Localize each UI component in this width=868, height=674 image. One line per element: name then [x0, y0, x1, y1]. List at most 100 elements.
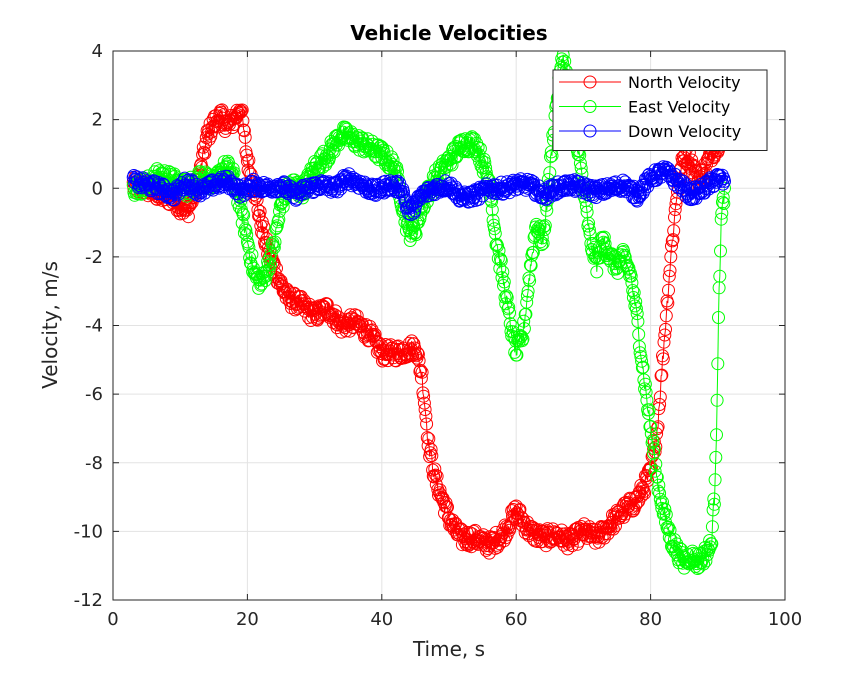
- data-point: [308, 307, 322, 321]
- data-point: [281, 284, 295, 298]
- data-point: [518, 176, 532, 189]
- data-point: [323, 309, 337, 323]
- data-point: [270, 261, 283, 275]
- data-point: [253, 205, 267, 218]
- data-point: [436, 491, 450, 505]
- data-point: [405, 334, 419, 348]
- data-point: [512, 503, 526, 517]
- data-point: [493, 262, 507, 275]
- data-point: [647, 446, 661, 460]
- data-point: [650, 470, 664, 484]
- data-point: [716, 195, 729, 209]
- data-point: [503, 306, 516, 320]
- data-point: [414, 371, 428, 385]
- data-point: [711, 357, 725, 371]
- data-point: [523, 274, 537, 288]
- data-point: [707, 497, 721, 511]
- data-point: [236, 207, 250, 221]
- data-point: [651, 420, 665, 434]
- data-point: [715, 206, 729, 220]
- data-point: [368, 327, 382, 341]
- data-point: [625, 276, 639, 290]
- data-point: [545, 149, 559, 163]
- data-point: [661, 296, 675, 310]
- data-point: [556, 51, 570, 62]
- data-point: [646, 434, 660, 447]
- data-point: [388, 183, 401, 197]
- data-point: [500, 291, 514, 305]
- data-point: [710, 428, 723, 442]
- data-point: [640, 393, 654, 407]
- data-point: [718, 174, 731, 188]
- data-point: [717, 197, 731, 210]
- data-point: [497, 275, 511, 289]
- data-point: [558, 54, 572, 68]
- data-point: [629, 302, 643, 316]
- data-point: [503, 317, 517, 331]
- y-axis-title: Velocity, m/s: [38, 261, 62, 389]
- data-point: [621, 262, 635, 276]
- y-tick-label: 4: [92, 41, 103, 62]
- legend-label: East Velocity: [628, 98, 730, 117]
- data-point: [479, 161, 493, 175]
- data-point: [441, 500, 454, 514]
- data-point: [386, 153, 400, 167]
- data-point: [390, 160, 404, 174]
- data-point: [517, 322, 531, 336]
- data-point: [395, 187, 409, 201]
- data-point: [440, 160, 454, 174]
- data-point: [630, 496, 644, 510]
- data-point: [647, 442, 661, 456]
- data-point: [327, 145, 341, 159]
- series-layer: [126, 51, 731, 575]
- data-point: [668, 210, 681, 224]
- data-point: [538, 186, 552, 200]
- x-tick-label: 80: [639, 609, 662, 630]
- data-point: [294, 290, 308, 303]
- data-point: [642, 403, 656, 417]
- data-point: [652, 478, 666, 492]
- data-point: [521, 284, 535, 298]
- legend-marker: [583, 75, 597, 89]
- data-point: [265, 237, 279, 251]
- data-point: [355, 131, 369, 145]
- data-point: [268, 235, 282, 249]
- data-point: [708, 473, 722, 487]
- data-point: [494, 254, 508, 268]
- data-point: [638, 486, 652, 500]
- data-point: [516, 332, 530, 346]
- data-point: [486, 213, 500, 227]
- data-point: [414, 363, 428, 377]
- data-point: [409, 228, 423, 242]
- data-point: [706, 503, 720, 517]
- data-point: [471, 140, 485, 154]
- data-point: [269, 222, 283, 236]
- data-point: [524, 259, 538, 272]
- x-tick-label: 100: [768, 609, 802, 630]
- data-point: [527, 230, 541, 244]
- data-point: [237, 124, 251, 138]
- data-point: [697, 557, 711, 571]
- data-point: [199, 136, 213, 150]
- data-point: [659, 309, 673, 323]
- y-tick-label: -6: [85, 384, 103, 405]
- data-point: [655, 368, 669, 382]
- data-point: [654, 369, 668, 383]
- data-point: [570, 537, 584, 551]
- data-point: [238, 130, 252, 144]
- data-point: [262, 263, 276, 277]
- data-point: [634, 350, 648, 364]
- data-point: [538, 219, 552, 233]
- legend: North Velocity East Velocity Down Velocity: [552, 69, 768, 151]
- data-point: [352, 129, 366, 143]
- data-point: [714, 244, 727, 258]
- data-point: [496, 265, 510, 279]
- x-axis-title: Time, s: [412, 637, 485, 661]
- data-point: [251, 203, 265, 217]
- y-tick-label: -2: [85, 247, 103, 268]
- data-point: [237, 123, 251, 137]
- data-point: [706, 180, 720, 194]
- data-point: [632, 340, 646, 354]
- series-down-velocity: [126, 160, 731, 222]
- data-point: [433, 483, 447, 497]
